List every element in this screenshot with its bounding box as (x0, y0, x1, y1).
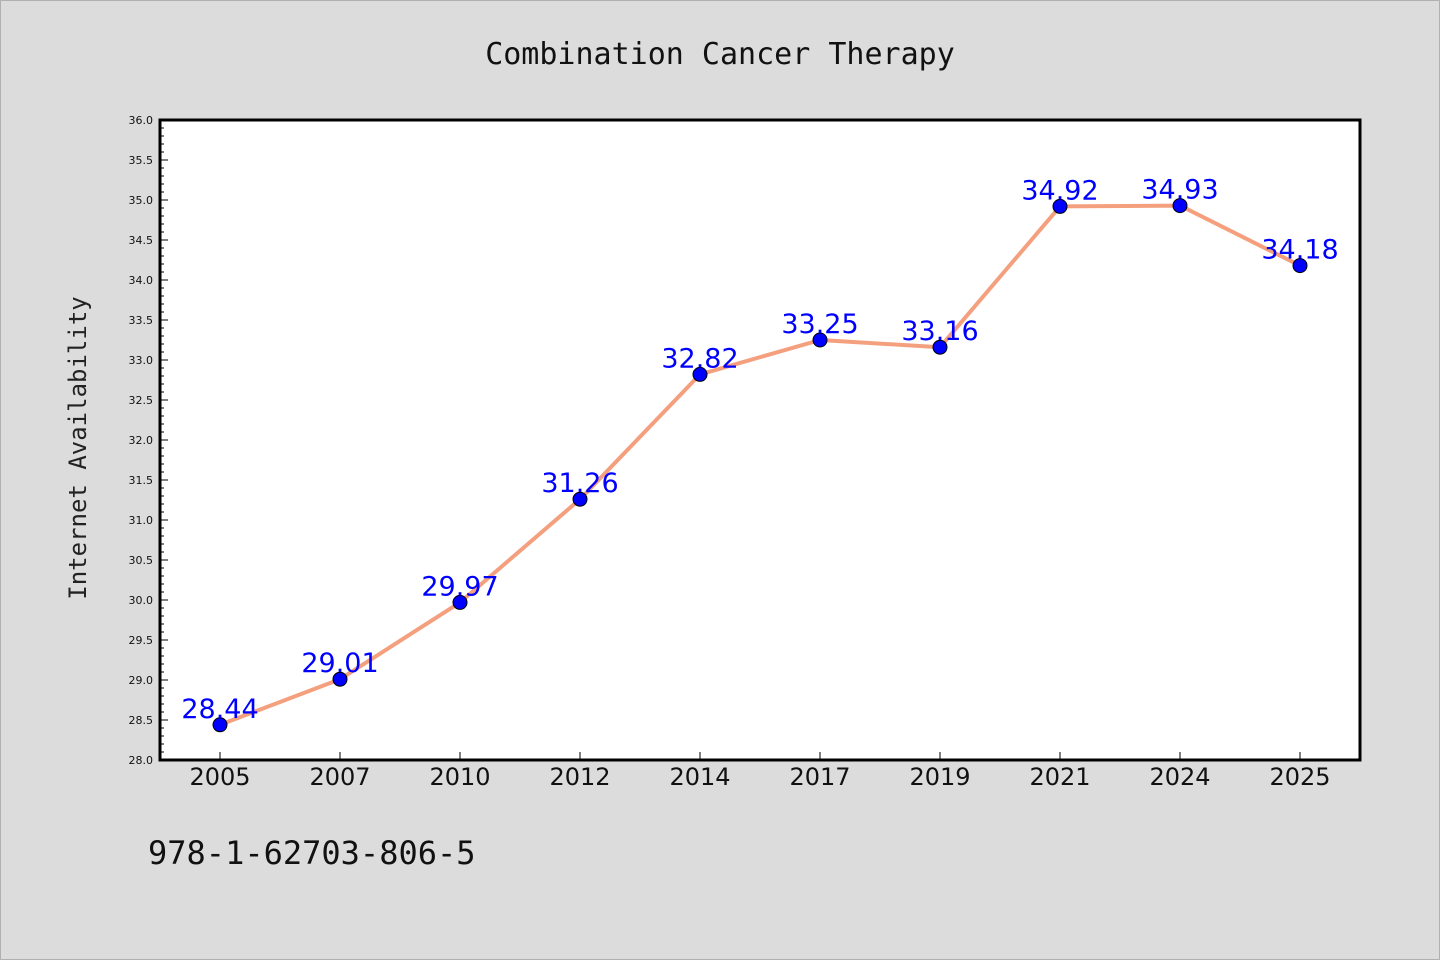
y-tick-label: 28.0 (129, 754, 154, 767)
data-label: 29.97 (421, 571, 498, 602)
data-point (932, 339, 948, 355)
data-point (1172, 198, 1188, 214)
y-tick-label: 32.0 (129, 434, 154, 447)
y-tick-label: 32.5 (129, 394, 154, 407)
data-point (1292, 258, 1308, 274)
y-tick-label: 36.0 (129, 114, 154, 127)
y-tick-label: 35.5 (129, 154, 154, 167)
y-tick-label: 30.5 (129, 554, 154, 567)
y-tick-label: 34.5 (129, 234, 154, 247)
series-line (219, 203, 1301, 727)
y-tick-label: 28.5 (129, 714, 154, 727)
y-tick-label: 31.5 (129, 474, 154, 487)
data-point (1052, 198, 1068, 214)
data-label: 34.18 (1261, 235, 1338, 266)
data-label: 33.16 (901, 316, 978, 347)
y-tick-label: 30.0 (129, 594, 154, 607)
x-tick-label: 2025 (1269, 763, 1330, 791)
isbn-text: 978-1-62703-806-5 (148, 834, 476, 872)
series-layer (212, 198, 1308, 733)
x-tick-label: 2010 (429, 763, 490, 791)
y-tick-label: 29.5 (129, 634, 154, 647)
x-tick-label: 2017 (789, 763, 850, 791)
data-point (212, 717, 228, 733)
data-label: 32.82 (661, 343, 738, 374)
x-tick-label: 2007 (309, 763, 370, 791)
data-label: 34.92 (1021, 175, 1098, 206)
y-tick-label: 29.0 (129, 674, 154, 687)
x-tick-label: 2014 (669, 763, 730, 791)
x-tick-label: 2019 (909, 763, 970, 791)
plot-frame (158, 118, 1362, 762)
data-label: 28.44 (181, 694, 258, 725)
y-tick-label: 34.0 (129, 274, 154, 287)
data-point (452, 594, 468, 610)
data-point (332, 671, 348, 687)
data-label: 31.26 (541, 468, 618, 499)
x-tick-label: 2021 (1029, 763, 1090, 791)
y-axis: 28.0 28.5 29.0 29.5 30.0 30.5 31.0 31.5 32.0 32.5… (129, 114, 168, 767)
y-tick-label: 33.0 (129, 354, 154, 367)
x-tick-label: 2012 (549, 763, 610, 791)
data-label: 29.01 (301, 648, 378, 679)
x-tick-label: 2024 (1149, 763, 1210, 791)
y-tick-label: 31.0 (129, 514, 154, 527)
data-label: 33.25 (781, 309, 858, 340)
chart-title: Combination Cancer Therapy (485, 37, 955, 72)
data-point (692, 366, 708, 382)
data-label: 34.93 (1141, 175, 1218, 206)
y-tick-label: 35.0 (129, 194, 154, 207)
plot-area (160, 120, 1360, 760)
data-label-layer: 28.44 29.01 29.97 31.26 32.82 33.25 33.16 34.92… (181, 175, 1338, 725)
data-point (812, 332, 828, 348)
y-axis-label: Internet Availability (64, 296, 92, 599)
x-tick-label: 2005 (189, 763, 250, 791)
y-tick-label: 33.5 (129, 314, 154, 327)
data-point (572, 491, 588, 507)
